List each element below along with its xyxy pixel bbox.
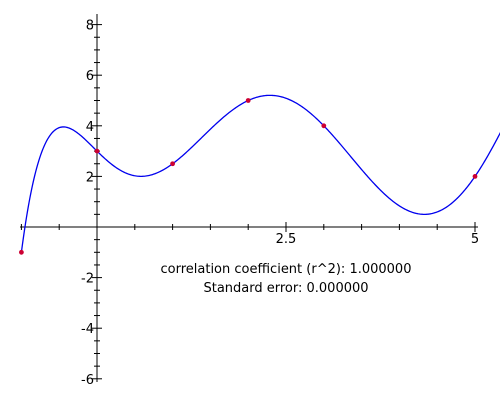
- y-tick-label: 6: [86, 69, 94, 84]
- data-point: [19, 249, 24, 255]
- x-tick-label: 5: [471, 232, 479, 247]
- y-tick-label: -4: [81, 322, 94, 337]
- y-tick-label: 8: [86, 19, 94, 34]
- data-point: [321, 123, 327, 129]
- y-tick-label: -2: [81, 272, 94, 287]
- fitted-curve-layer: [20, 94, 500, 253]
- data-point: [94, 148, 100, 154]
- y-tick-label: 4: [86, 120, 94, 135]
- annotation-correlation: correlation coefficient (r^2): 1.000000: [161, 262, 412, 277]
- annotation-standard-error: Standard error: 0.000000: [203, 281, 368, 296]
- x-tick-label: 2.5: [276, 232, 297, 247]
- y-tick-label: 2: [86, 170, 94, 185]
- data-point: [472, 174, 478, 179]
- fitted-curve: [20, 94, 500, 253]
- data-points-layer: [19, 98, 478, 255]
- data-point: [170, 161, 176, 167]
- y-tick-label: -6: [81, 373, 94, 388]
- data-point: [245, 98, 251, 103]
